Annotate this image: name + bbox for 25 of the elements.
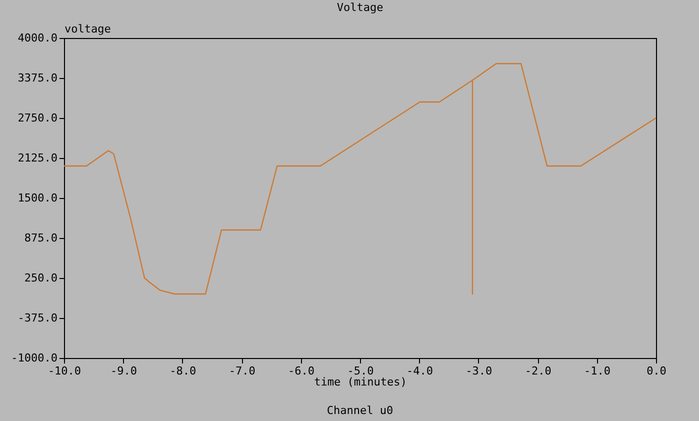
x-tick-label: -6.0: [288, 364, 315, 378]
y-tick-label: 250.0: [24, 272, 58, 284]
y-tick-label: 1500.0: [18, 192, 58, 204]
chart-title: Voltage: [336, 1, 384, 14]
y-axis-title: voltage: [64, 22, 111, 36]
y-tick-label: 2750.0: [18, 112, 58, 124]
y-tick-label: 875.0: [24, 232, 58, 244]
x-tick-label: -8.0: [170, 364, 196, 378]
line-series: [63, 63, 657, 295]
y-tick-label: 4000.0: [18, 32, 58, 44]
y-tick-label: 3375.0: [18, 72, 58, 84]
text: Channel u0: [326, 404, 394, 417]
x-tick-label: 0.0: [646, 364, 666, 378]
x-tick-label: -3.0: [466, 364, 492, 378]
x-tick-label: -7.0: [228, 364, 256, 378]
x-axis-title: time (minutes): [314, 376, 407, 388]
x-tick-label: -10.0: [48, 364, 82, 378]
y-tick-label: -375.0: [18, 312, 58, 324]
x-tick-label: -1.0: [584, 364, 611, 378]
x-tick-label: -9.0: [110, 364, 137, 378]
x-tick-label: -2.0: [524, 364, 552, 378]
x-tick-label: -5.0: [347, 364, 374, 378]
y-tick-label: -1000.0: [11, 352, 58, 364]
x-tick-label: -4.0: [406, 364, 433, 378]
y-tick-label: 2125.0: [18, 152, 58, 164]
